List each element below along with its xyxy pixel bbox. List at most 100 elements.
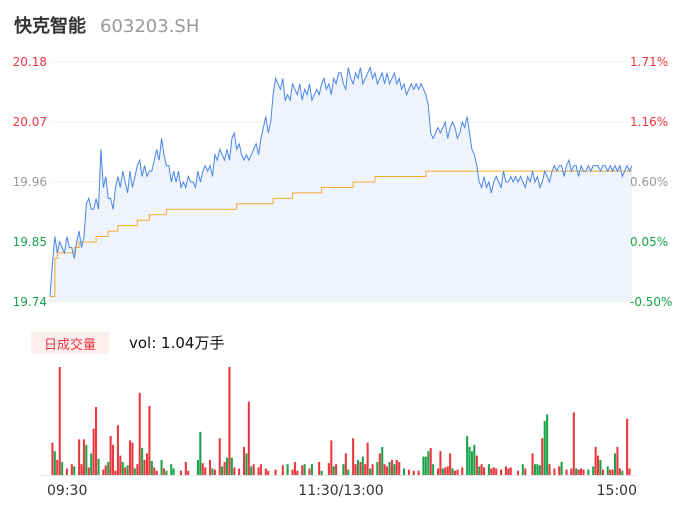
volume-bar [356,459,359,475]
volume-bar [131,442,134,475]
volume-bar [155,470,158,475]
volume-bar [267,470,270,475]
volume-bar [209,459,212,475]
price-line [49,65,633,297]
volume-bar [543,421,546,475]
volume-bar [592,466,595,475]
volume-bar [230,457,233,475]
volume-bar [90,453,93,475]
volume-bar [335,464,338,475]
volume-bar [252,464,255,475]
volume-bar [606,466,609,475]
volume-bar [466,436,469,475]
volume-bar [403,468,406,475]
volume-bar [213,469,216,475]
volume-bar [580,468,583,475]
volume-bar [475,455,478,475]
volume-bar [184,462,187,475]
volume-bar [126,465,129,475]
volume-bar [221,466,224,475]
volume-bar [97,458,100,475]
volume-bar [487,464,490,475]
volume-bar [618,468,621,475]
volume-bar [534,464,537,475]
volume-bar [141,448,144,475]
volume-bar [558,466,561,475]
volume-bar [601,469,604,475]
volume-bar [223,462,226,475]
volume-bar [264,468,267,475]
volume-bar [121,462,124,475]
volume-bar [478,466,481,475]
volume-bar [347,469,350,475]
volume-bar [65,468,68,475]
volume-bar [247,401,250,475]
volume-bar [150,461,153,475]
volume-bar [259,464,262,475]
volume-bar [393,464,396,475]
volume-bar [429,448,432,475]
volume-bar [461,467,464,475]
price-area-fill [50,67,632,302]
volume-bar [490,468,493,475]
volume-bar [318,462,321,475]
volume-bar [446,466,449,475]
volume-bar [582,469,585,475]
price-tick-label: 20.07 [13,115,47,129]
volume-bar [594,446,597,475]
volume-bar [473,444,476,475]
volume-bar [427,451,430,475]
price-tick-label: 19.85 [13,235,47,249]
volume-bar [495,468,498,475]
volume-bar [78,439,81,475]
volume-bar [109,436,112,475]
volume-bar [102,469,105,475]
volume-bar [296,470,299,475]
volume-bar [507,468,510,475]
volume-bar [483,467,486,475]
volume-bar [424,456,427,475]
volume-bar [107,462,110,475]
volume-bar [437,468,440,475]
volume-bar [51,442,54,475]
volume-bar [153,467,156,475]
volume-bar [521,464,524,475]
volume-bar [361,456,364,475]
volume-bar [626,418,629,475]
volume-bar [570,468,573,475]
volume-bar [531,453,534,475]
volume-bar [133,468,136,475]
volume-bar [575,468,578,475]
volume-bar [85,444,88,475]
price-tick-label: 19.74 [13,295,47,309]
volume-bar [386,466,389,475]
volume-bar [577,469,580,475]
volume-bar [274,469,277,475]
volume-bar [417,470,420,475]
time-tick-label: 15:00 [597,483,637,499]
volume-bar [449,453,452,475]
volume-bar [376,462,379,475]
time-tick-label: 11:30/13:00 [298,483,383,499]
volume-bar [517,470,520,475]
volume-bar [124,467,127,475]
time-axis-labels: 09:30 11:30/13:00 15:00 [47,483,637,499]
volume-bar [444,467,447,475]
volume-bar [243,446,246,475]
volume-bar [170,464,173,475]
volume-bar [560,462,563,475]
volume-bar [587,469,590,475]
stock-code: 603203.SH [100,16,200,37]
volume-bar [303,464,306,475]
volume-bar [621,470,624,475]
volume-bar [87,467,90,475]
volume-summary: vol: 1.04万手 [129,334,225,352]
volume-bar [553,468,556,475]
volume-bar [383,464,386,475]
volume-bar [369,468,372,475]
volume-bar [201,463,204,475]
volume-bar [371,464,374,475]
volume-bar [245,453,248,475]
volume-bar [211,468,214,475]
volume-bar [293,462,296,475]
